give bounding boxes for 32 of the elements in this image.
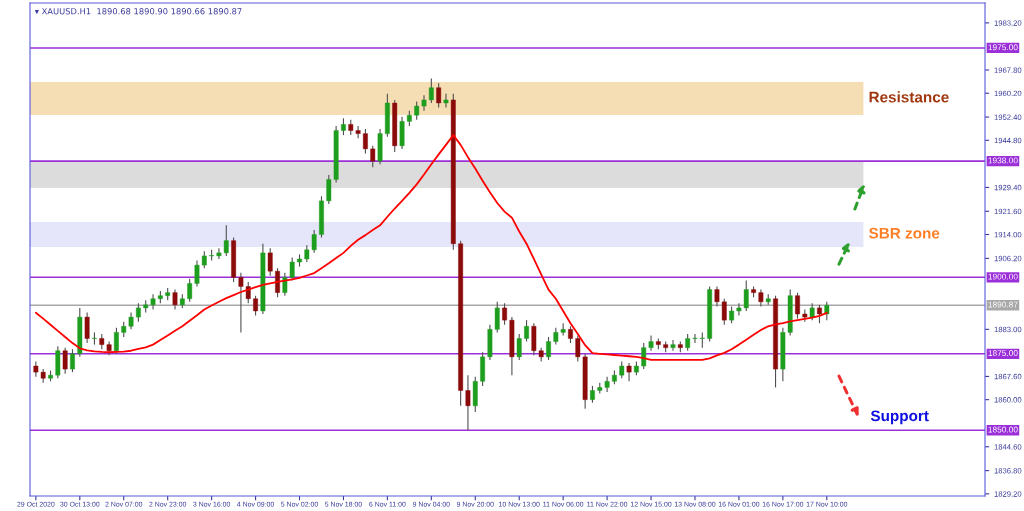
candlestick (670, 339, 676, 352)
candlestick (363, 128, 368, 155)
candlestick (114, 327, 119, 355)
ref-line-label: 1875.00 (988, 350, 1018, 357)
candlestick (795, 292, 800, 320)
band-label: Resistance (869, 91, 949, 103)
candlestick (62, 347, 68, 375)
candlestick (172, 289, 178, 310)
ref-line-label: 1938.00 (988, 157, 1018, 164)
text: Support (870, 410, 929, 425)
candlestick (267, 247, 273, 277)
chart-title: ▾ XAUUSD.H1 1890.68 1890.90 1890.66 1890.87 (34, 8, 242, 15)
candlestick (817, 304, 822, 324)
band-label: SBR zone (868, 227, 940, 239)
candlestick (70, 348, 75, 373)
candlestick (253, 295, 258, 317)
candlestick (626, 362, 632, 382)
candlestick (84, 311, 90, 344)
ref-line-label: 1850.00 (988, 426, 1018, 433)
candlestick (135, 302, 141, 323)
ref-line-label: 1890.87 (988, 301, 1018, 308)
candlestick (370, 145, 376, 168)
candlestick (436, 82, 442, 109)
candlestick (546, 336, 551, 361)
candlestick (516, 333, 522, 361)
ref-line-label: 1975.00 (988, 44, 1018, 51)
candlestick (502, 302, 507, 326)
ref-line-label: 1900.00 (988, 273, 1018, 280)
candlestick (465, 374, 471, 431)
candlestick (275, 267, 280, 298)
candlestick (443, 93, 449, 109)
candlestick (524, 319, 529, 343)
